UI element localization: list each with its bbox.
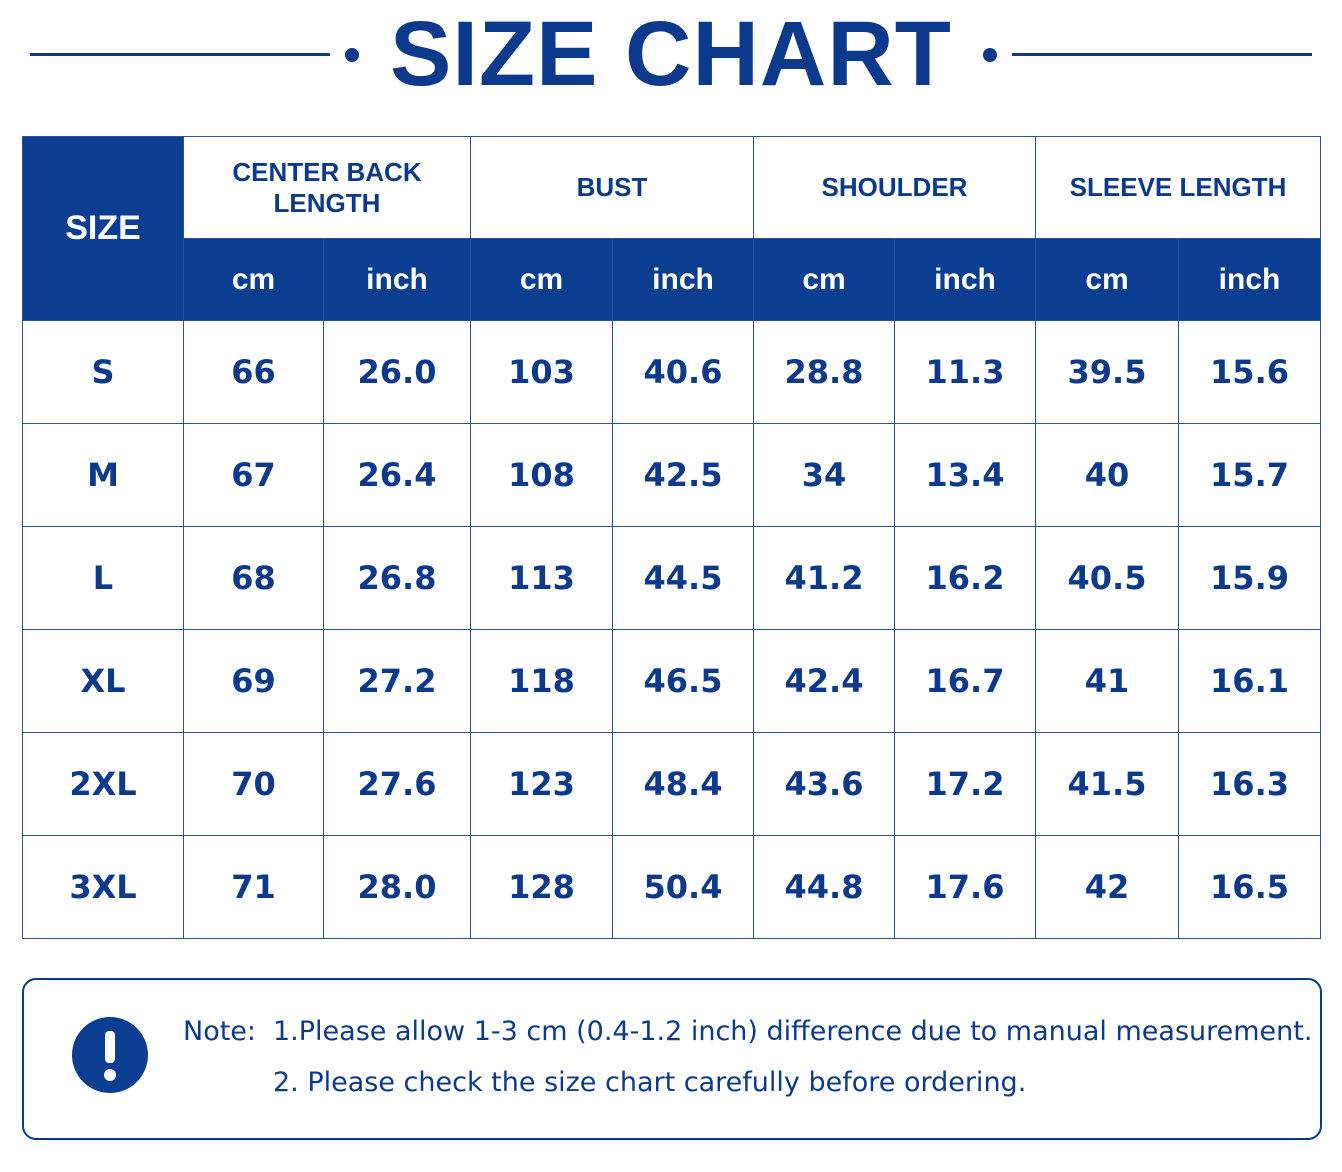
size-cell: 3XL [22, 835, 184, 939]
value-cell: 16.1 [1177, 629, 1322, 733]
group-header: SLEEVE LENGTH [1034, 136, 1322, 239]
value-cell: 128 [470, 835, 613, 939]
size-header: SIZE [22, 136, 184, 321]
value-cell: 118 [470, 629, 613, 733]
unit-header: cm [183, 238, 324, 321]
value-cell: 34 [753, 423, 895, 527]
value-cell: 108 [470, 423, 613, 527]
value-cell: 26.4 [323, 423, 471, 527]
value-cell: 16.3 [1177, 732, 1322, 836]
title-rule [1012, 53, 1312, 56]
unit-header: inch [323, 238, 471, 321]
value-cell: 11.3 [894, 320, 1036, 424]
value-cell: 43.6 [753, 732, 895, 836]
unit-header: inch [1177, 238, 1322, 321]
value-cell: 42.4 [753, 629, 895, 733]
value-cell: 67 [183, 423, 324, 527]
unit-row: cm inch cm inch cm inch cm inch [23, 238, 1322, 321]
group-header: BUST [470, 136, 754, 239]
value-cell: 44.5 [612, 526, 754, 630]
data-row: 2XL 70 27.6 123 48.4 43.6 17.2 41.5 16.3 [22, 732, 1322, 836]
unit-header: inch [612, 238, 754, 321]
group-header: SHOULDER [753, 136, 1036, 239]
value-cell: 41.2 [753, 526, 895, 630]
value-cell: 16.2 [894, 526, 1036, 630]
note-line: 2. Please check the size chart carefully… [273, 1067, 1027, 1098]
note-label: Note: [183, 1016, 257, 1047]
value-cell: 40.6 [612, 320, 754, 424]
title-rule [30, 53, 330, 56]
unit-header: inch [894, 238, 1036, 321]
value-cell: 103 [470, 320, 613, 424]
data-row: L 68 26.8 113 44.5 41.2 16.2 40.5 15.9 [22, 526, 1322, 630]
value-cell: 46.5 [612, 629, 754, 733]
title: SIZE CHART [390, 3, 952, 105]
value-cell: 66 [183, 320, 324, 424]
value-cell: 17.6 [894, 835, 1036, 939]
header-row: SIZE CENTER BACK LENGTH BUST SHOULDER SLEEVE… [22, 136, 1322, 321]
value-cell: 41.5 [1035, 732, 1179, 836]
value-cell: 26.0 [323, 320, 471, 424]
value-cell: 13.4 [894, 423, 1036, 527]
value-cell: 17.2 [894, 732, 1036, 836]
unit-header: cm [753, 238, 895, 321]
value-cell: 68 [183, 526, 324, 630]
note-icon [72, 1017, 148, 1093]
title-dot [345, 48, 359, 62]
value-cell: 123 [470, 732, 613, 836]
size-cell: XL [22, 629, 184, 733]
value-cell: 15.7 [1177, 423, 1322, 527]
value-cell: 15.9 [1177, 526, 1322, 630]
unit-header: cm [470, 238, 613, 321]
size-cell: S [22, 320, 184, 424]
value-cell: 70 [183, 732, 324, 836]
value-cell: 40.5 [1035, 526, 1179, 630]
size-cell: 2XL [22, 732, 184, 836]
value-cell: 48.4 [612, 732, 754, 836]
value-cell: 28.8 [753, 320, 895, 424]
value-cell: 42.5 [612, 423, 754, 527]
value-cell: 27.6 [323, 732, 471, 836]
note-line: 1.Please allow 1-3 cm (0.4-1.2 inch) dif… [273, 1016, 1313, 1047]
value-cell: 113 [470, 526, 613, 630]
group-header: CENTER BACK LENGTH [183, 136, 471, 239]
value-cell: 44.8 [753, 835, 895, 939]
exclamation [104, 1031, 116, 1081]
value-cell: 50.4 [612, 835, 754, 939]
value-cell: 28.0 [323, 835, 471, 939]
data-row: XL 69 27.2 118 46.5 42.4 16.7 41 16.1 [22, 629, 1322, 733]
data-row: 3XL 71 28.0 128 50.4 44.8 17.6 42 16.5 [22, 835, 1322, 939]
note-box [22, 978, 1322, 1140]
value-cell: 15.6 [1177, 320, 1322, 424]
value-cell: 69 [183, 629, 324, 733]
value-cell: 16.5 [1177, 835, 1322, 939]
value-cell: 16.7 [894, 629, 1036, 733]
value-cell: 40 [1035, 423, 1179, 527]
value-cell: 71 [183, 835, 324, 939]
data-row: S 66 26.0 103 40.6 28.8 11.3 39.5 15.6 [22, 320, 1322, 424]
value-cell: 39.5 [1035, 320, 1179, 424]
unit-header: cm [1035, 238, 1179, 321]
value-cell: 26.8 [323, 526, 471, 630]
value-cell: 27.2 [323, 629, 471, 733]
size-cell: M [22, 423, 184, 527]
title-dot [983, 48, 997, 62]
value-cell: 41 [1035, 629, 1179, 733]
size-table: SIZE CENTER BACK LENGTH BUST SHOULDER SLEEVE… [22, 136, 1322, 939]
data-row: M 67 26.4 108 42.5 34 13.4 40 15.7 [22, 423, 1322, 527]
size-cell: L [22, 526, 184, 630]
value-cell: 42 [1035, 835, 1179, 939]
